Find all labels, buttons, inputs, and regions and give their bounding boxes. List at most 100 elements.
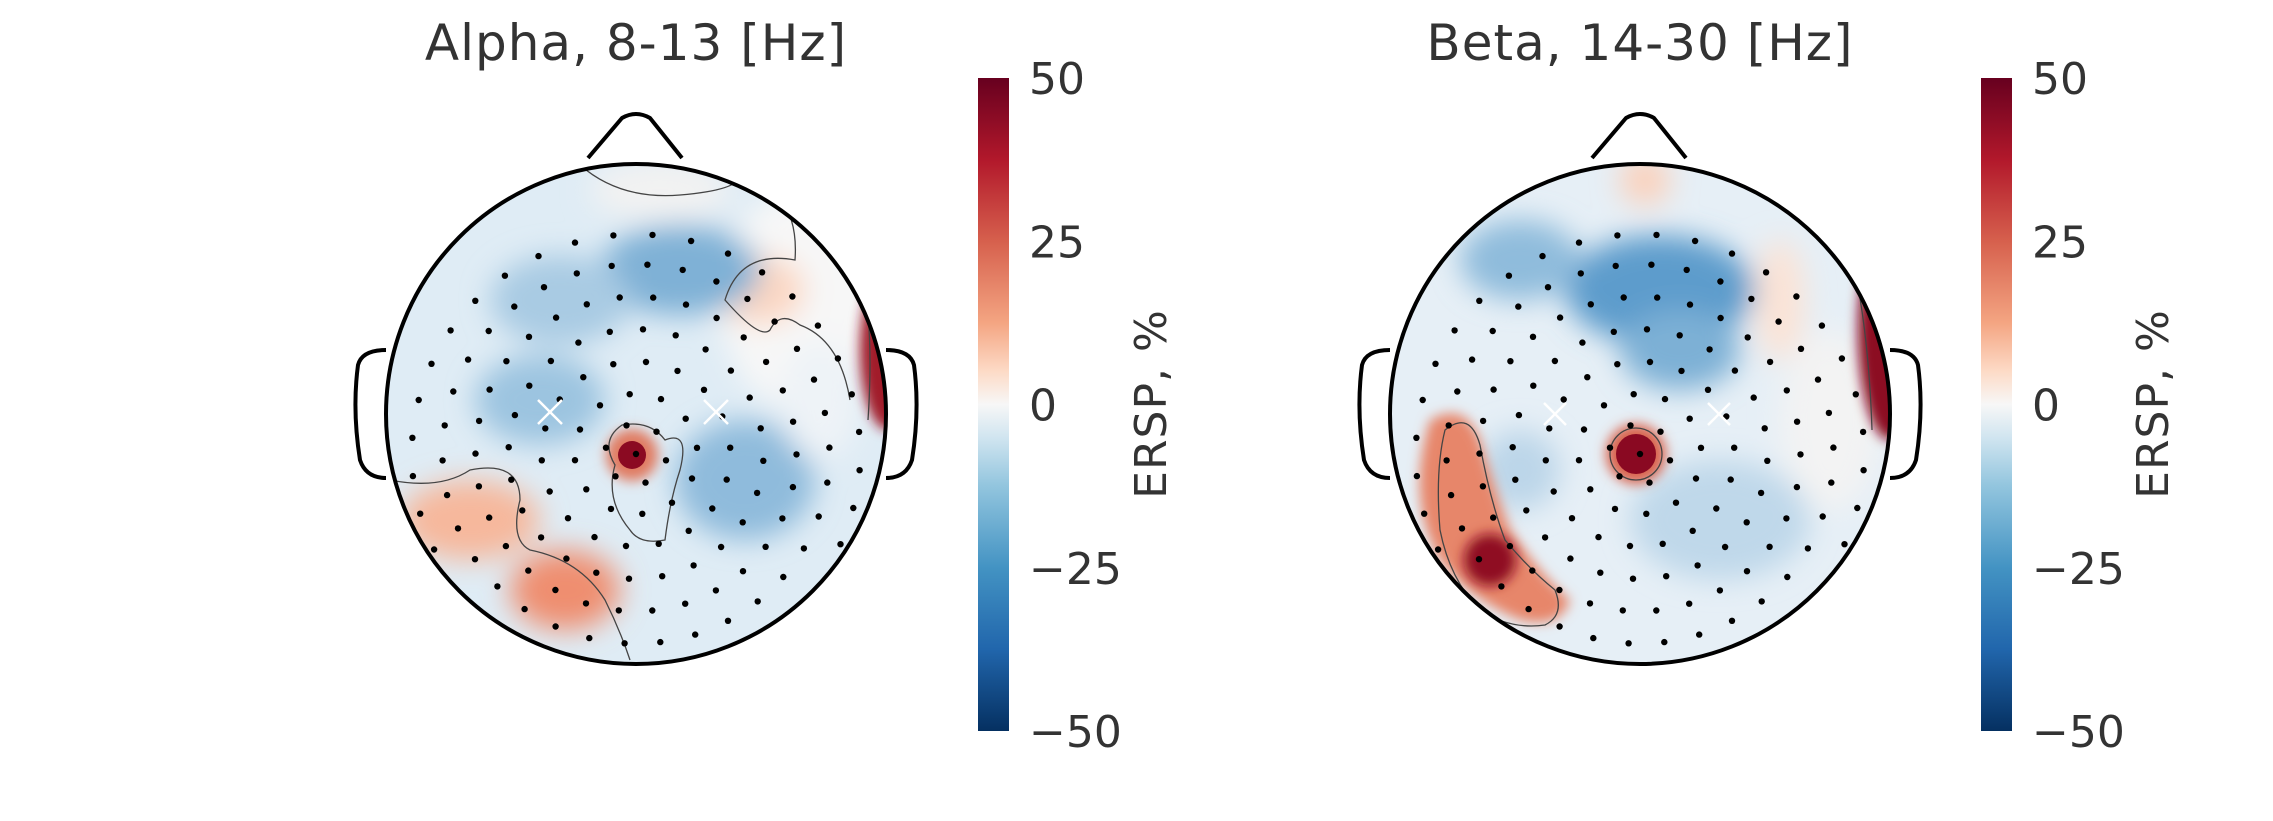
electrode-dot xyxy=(693,444,701,451)
electrode-dot xyxy=(713,278,720,285)
electrode-dot xyxy=(1579,339,1586,346)
electrode-dot xyxy=(1505,272,1513,279)
electrode-dot xyxy=(1678,367,1685,375)
electrode-dot xyxy=(1434,546,1442,553)
electrode-dot xyxy=(1713,505,1720,512)
electrode-dot xyxy=(1612,262,1619,270)
electrode-dot xyxy=(1859,428,1867,436)
electrode-dot xyxy=(649,231,656,239)
electrode-dot xyxy=(685,527,692,534)
electrode-dot xyxy=(1646,358,1654,366)
electrode-dot xyxy=(525,333,533,340)
electrode-dot xyxy=(1432,360,1439,367)
electrode-dot xyxy=(709,505,716,512)
contour-central xyxy=(1609,427,1663,481)
electrode-dot xyxy=(1476,450,1483,457)
electrode-dot xyxy=(1704,386,1712,393)
electrode-dot xyxy=(625,575,633,582)
electrode-dot xyxy=(1586,600,1594,607)
electrode-dot xyxy=(485,327,492,335)
electrode-dot xyxy=(780,573,787,581)
electrode-dot xyxy=(1476,297,1483,304)
electrode-dot xyxy=(621,640,628,647)
warm-region-left-posterior xyxy=(400,480,540,560)
electrode-dot xyxy=(1757,489,1765,497)
electrode-dot xyxy=(1529,333,1537,340)
electrode-dot xyxy=(1841,541,1848,548)
electrode-dot xyxy=(653,428,660,435)
electrode-dot xyxy=(760,457,767,464)
cool-region-posterior xyxy=(1630,460,1810,580)
electrode-dot xyxy=(450,388,457,395)
colorbar-tick-label: 25 xyxy=(2032,217,2088,268)
electrode-dot xyxy=(642,358,650,366)
electrode-dot xyxy=(1577,270,1585,277)
electrode-dot xyxy=(582,600,590,607)
electrode-dot xyxy=(674,367,681,375)
electrode-dot xyxy=(1696,631,1703,638)
electrode-dot xyxy=(1758,598,1765,605)
electrode-dot xyxy=(471,556,479,563)
electrode-dot xyxy=(1793,418,1801,425)
electrode-dot xyxy=(1830,444,1837,451)
neutral-region-right xyxy=(1780,330,1880,510)
electrode-dot xyxy=(1616,473,1623,480)
electrode-dot xyxy=(688,475,696,482)
neutral-region-top xyxy=(590,164,730,220)
electrode-dot xyxy=(1686,415,1693,422)
neutral-region-right-central xyxy=(780,340,860,460)
electrode-dot xyxy=(1676,332,1683,339)
electrode-dot xyxy=(789,293,796,300)
electrode-dot xyxy=(1764,457,1771,464)
electrode-dot xyxy=(576,426,584,433)
electrode-dot xyxy=(607,505,615,513)
electrode-dot xyxy=(596,402,604,409)
nose-outline xyxy=(1590,112,1688,160)
electrode-dot xyxy=(1507,358,1514,365)
colorbar-tick-label: −25 xyxy=(1029,544,1122,595)
electrode-dot xyxy=(1854,504,1861,512)
electrode-dot xyxy=(1783,387,1791,394)
electrode-dot xyxy=(441,422,448,429)
electrode-dot xyxy=(571,457,579,464)
electrode-dot xyxy=(668,499,676,506)
electrode-dot xyxy=(724,250,732,257)
electrode-dot xyxy=(762,543,769,550)
electrode-dot xyxy=(1584,374,1591,381)
colorbar-tick-label: −50 xyxy=(1029,707,1122,758)
electrode-dot xyxy=(1515,411,1523,419)
electrode-dot xyxy=(1761,425,1768,432)
electrode-dot xyxy=(1694,562,1701,569)
electrode-dot xyxy=(472,450,479,457)
electrode-dot xyxy=(1544,284,1552,291)
electrode-dot xyxy=(443,491,451,499)
electrode-dot xyxy=(428,360,435,367)
electrode-dot xyxy=(1717,314,1724,322)
electrode-dot xyxy=(1721,543,1729,551)
electrode-dot xyxy=(1498,583,1505,590)
hotspot-left-posterior xyxy=(1464,534,1516,586)
electrode-dot xyxy=(1784,573,1791,581)
electrode-dot xyxy=(690,562,697,569)
electrode-dot xyxy=(1475,556,1483,563)
electrode-dot xyxy=(1567,555,1574,562)
electrode-dot xyxy=(593,569,600,576)
electrode-dot xyxy=(723,476,730,483)
electrode-dot xyxy=(1539,252,1546,260)
electrode-dot xyxy=(537,534,545,541)
colorbar-tick-label: 25 xyxy=(1029,217,1085,268)
electrode-dot xyxy=(1479,417,1487,425)
electrode-dot xyxy=(583,486,590,493)
electrode-dot xyxy=(1575,457,1583,464)
topomap-beta xyxy=(1390,164,1890,664)
electrode-dot xyxy=(655,540,662,547)
head-circle xyxy=(1388,162,1892,666)
electrode-dot xyxy=(1529,567,1536,574)
electrode-dot xyxy=(632,450,640,458)
electrode-dot xyxy=(762,358,770,366)
electrode-dot xyxy=(623,422,630,429)
electrode-dot xyxy=(1766,543,1773,550)
electrode-dot xyxy=(1744,334,1751,341)
